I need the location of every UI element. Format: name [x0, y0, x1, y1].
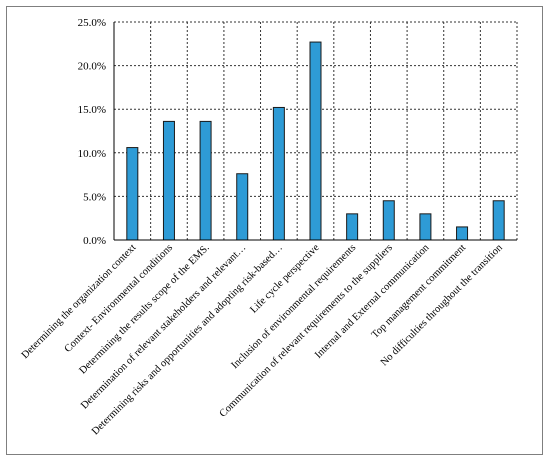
bar	[346, 213, 359, 241]
bar	[382, 200, 395, 241]
x-tick-label: Determining the results scope of the EMS…	[78, 242, 212, 376]
bar	[126, 147, 139, 241]
bar	[309, 41, 322, 241]
x-tick-label: Life cycle perspective	[248, 242, 322, 316]
y-tick-label: 20.0%	[78, 61, 106, 73]
x-tick-label: Communication of relevant requirements t…	[218, 242, 395, 419]
tick-labels: 0.0% 5.0% 10.0% 15.0% 20.0% 25.0% Determining …	[20, 17, 506, 437]
axes	[113, 22, 517, 241]
bar	[199, 120, 212, 241]
bars	[126, 41, 505, 241]
y-tick-label: 0.0%	[83, 235, 106, 247]
bar	[162, 120, 175, 241]
y-tick-label: 10.0%	[78, 148, 106, 160]
y-tick-label: 5.0%	[83, 191, 106, 203]
bar	[492, 200, 505, 241]
bar	[236, 173, 249, 241]
y-tick-label: 15.0%	[78, 104, 106, 116]
bar	[456, 226, 469, 241]
bar	[419, 213, 432, 241]
y-tick-label: 25.0%	[78, 17, 106, 29]
bar	[272, 106, 285, 241]
